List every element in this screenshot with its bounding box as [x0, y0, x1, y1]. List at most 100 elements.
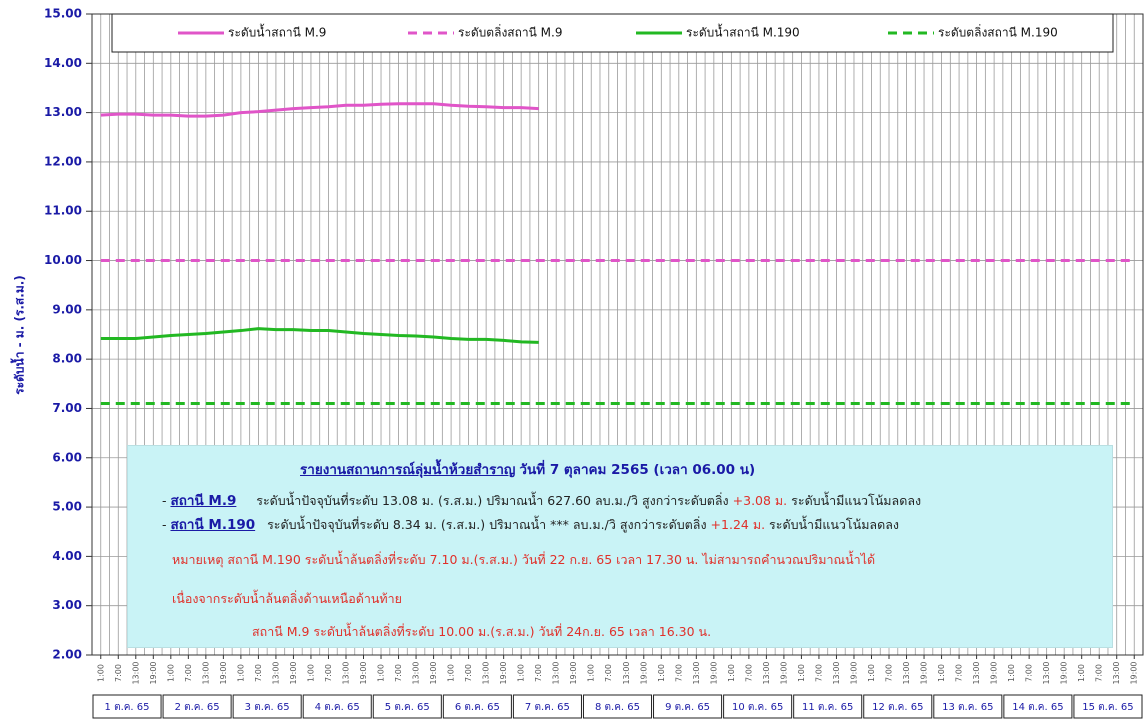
day-box: [232, 694, 302, 719]
day-label: 12 ต.ค. 65: [872, 702, 923, 713]
x-tick-label: 7:00: [254, 664, 263, 682]
day-box: [442, 694, 512, 719]
legend-label: ระดับตลิ่งสถานี M.9: [458, 24, 562, 40]
x-tick-label: 13:00: [552, 661, 561, 684]
x-tick-label: 1:00: [1077, 664, 1086, 682]
legend-box: [111, 13, 1114, 53]
x-tick-label: 19:00: [779, 661, 788, 684]
day-box: [302, 694, 372, 719]
x-tick-label: 19:00: [639, 661, 648, 684]
x-tick-label: 7:00: [1095, 664, 1104, 682]
x-tick-label: 13:00: [1042, 661, 1051, 684]
x-tick-label: 7:00: [464, 664, 473, 682]
y-tick-label: 13.00: [44, 105, 82, 119]
y-tick-label: 6.00: [52, 450, 82, 464]
y-tick-label: 12.00: [44, 154, 82, 168]
y-tick-label: 9.00: [52, 302, 82, 316]
station-row: - สถานี M.9 ระดับน้ำปัจจุบันที่ระดับ 13.…: [162, 493, 922, 509]
day-box: [793, 694, 863, 719]
day-label: 10 ต.ค. 65: [732, 702, 783, 713]
day-box: [372, 694, 442, 719]
annotation-box: รายงานสถานการณ์ลุ่มน้ำห้วยสำราญ วันที่ 7…: [127, 445, 1113, 648]
station-diff: +3.08 ม.: [732, 493, 788, 508]
x-tick-label: 13:00: [902, 661, 911, 684]
report-title: รายงานสถานการณ์ลุ่มน้ำห้วยสำราญ: [300, 462, 516, 478]
day-label: 8 ต.ค. 65: [595, 702, 640, 713]
x-tick-label: 19:00: [429, 661, 438, 684]
x-tick-label: 1:00: [587, 664, 596, 682]
x-tick-label: 1:00: [797, 664, 806, 682]
day-label: 2 ต.ค. 65: [175, 702, 220, 713]
x-tick-label: 1:00: [657, 664, 666, 682]
x-tick-label: 1:00: [1007, 664, 1016, 682]
station-name: สถานี M.190: [170, 517, 256, 533]
x-tick-label: 7:00: [814, 664, 823, 682]
day-label: 13 ต.ค. 65: [942, 702, 993, 713]
x-tick-label: 7:00: [114, 664, 123, 682]
series-line: [100, 102, 539, 118]
day-label: 1 ต.ค. 65: [105, 702, 150, 713]
y-axis-label: ระดับน้ำ - ม. (ร.ส.ม.): [10, 275, 27, 395]
x-tick-label: 19:00: [990, 661, 999, 684]
x-tick-label: 19:00: [1060, 661, 1069, 684]
day-box: [933, 694, 1003, 719]
x-tick-label: 13:00: [832, 661, 841, 684]
y-tick-label: 7.00: [52, 401, 82, 415]
day-label: 5 ต.ค. 65: [385, 702, 430, 713]
x-tick-label: 7:00: [394, 664, 403, 682]
y-tick-label: 3.00: [52, 598, 82, 612]
x-tick-label: 19:00: [149, 661, 158, 684]
day-box: [92, 694, 162, 719]
legend-label: ระดับตลิ่งสถานี M.190: [938, 24, 1058, 40]
x-tick-label: 13:00: [271, 661, 280, 684]
day-box: [863, 694, 933, 719]
day-label: 9 ต.ค. 65: [665, 702, 710, 713]
station-diff: +1.24 ม.: [710, 517, 766, 532]
day-box: [512, 694, 582, 719]
x-tick-label: 13:00: [1112, 661, 1121, 684]
y-tick-label: 15.00: [44, 7, 82, 21]
x-tick-label: 7:00: [674, 664, 683, 682]
x-tick-label: 19:00: [709, 661, 718, 684]
x-tick-label: 7:00: [744, 664, 753, 682]
x-tick-label: 1:00: [867, 664, 876, 682]
x-tick-label: 19:00: [569, 661, 578, 684]
y-tick-label: 11.00: [44, 204, 82, 218]
day-label: 7 ต.ค. 65: [525, 702, 570, 713]
x-tick-label: 13:00: [482, 661, 491, 684]
note-line: หมายเหตุ สถานี M.190 ระดับน้ำล้นตลิ่งที่…: [172, 552, 876, 567]
x-tick-label: 1:00: [447, 664, 456, 682]
x-tick-label: 1:00: [377, 664, 386, 682]
x-tick-label: 1:00: [517, 664, 526, 682]
day-box: [1003, 694, 1073, 719]
x-tick-label: 7:00: [534, 664, 543, 682]
x-tick-label: 19:00: [849, 661, 858, 684]
x-tick-label: 1:00: [96, 664, 105, 682]
station-trend: ระดับน้ำมีแนวโน้มลดลง: [769, 517, 899, 532]
day-label: 4 ต.ค. 65: [315, 702, 360, 713]
day-label: 11 ต.ค. 65: [802, 702, 853, 713]
report-date: วันที่ 7 ตุลาคม 2565 (เวลา 06.00 น): [519, 462, 756, 478]
x-tick-label: 13:00: [131, 661, 140, 684]
station-text: ระดับน้ำปัจจุบันที่ระดับ 8.34 ม. (ร.ส.ม.…: [267, 517, 707, 532]
x-tick-label: 13:00: [341, 661, 350, 684]
x-tick-label: 19:00: [359, 661, 368, 684]
report-title-row: รายงานสถานการณ์ลุ่มน้ำห้วยสำราญ วันที่ 7…: [300, 458, 755, 480]
station-text: ระดับน้ำปัจจุบันที่ระดับ 13.08 ม. (ร.ส.ม…: [256, 493, 729, 508]
x-tick-label: 7:00: [604, 664, 613, 682]
day-box: [723, 694, 793, 719]
day-box: [162, 694, 232, 719]
legend-label: ระดับน้ำสถานี M.190: [686, 24, 800, 40]
note-line: เนื่องจากระดับน้ำล้นตลิ่งด้านเหนือด้านท้…: [172, 591, 402, 606]
day-box: [582, 694, 653, 719]
x-tick-label: 19:00: [289, 661, 298, 684]
x-tick-label: 1:00: [166, 664, 175, 682]
day-box: [653, 694, 723, 719]
x-tick-label: 13:00: [762, 661, 771, 684]
day-label: 3 ต.ค. 65: [245, 702, 290, 713]
y-tick-label: 10.00: [44, 253, 82, 267]
day-box: [1073, 694, 1143, 719]
x-tick-label: 7:00: [324, 664, 333, 682]
y-tick-label: 8.00: [52, 352, 82, 366]
